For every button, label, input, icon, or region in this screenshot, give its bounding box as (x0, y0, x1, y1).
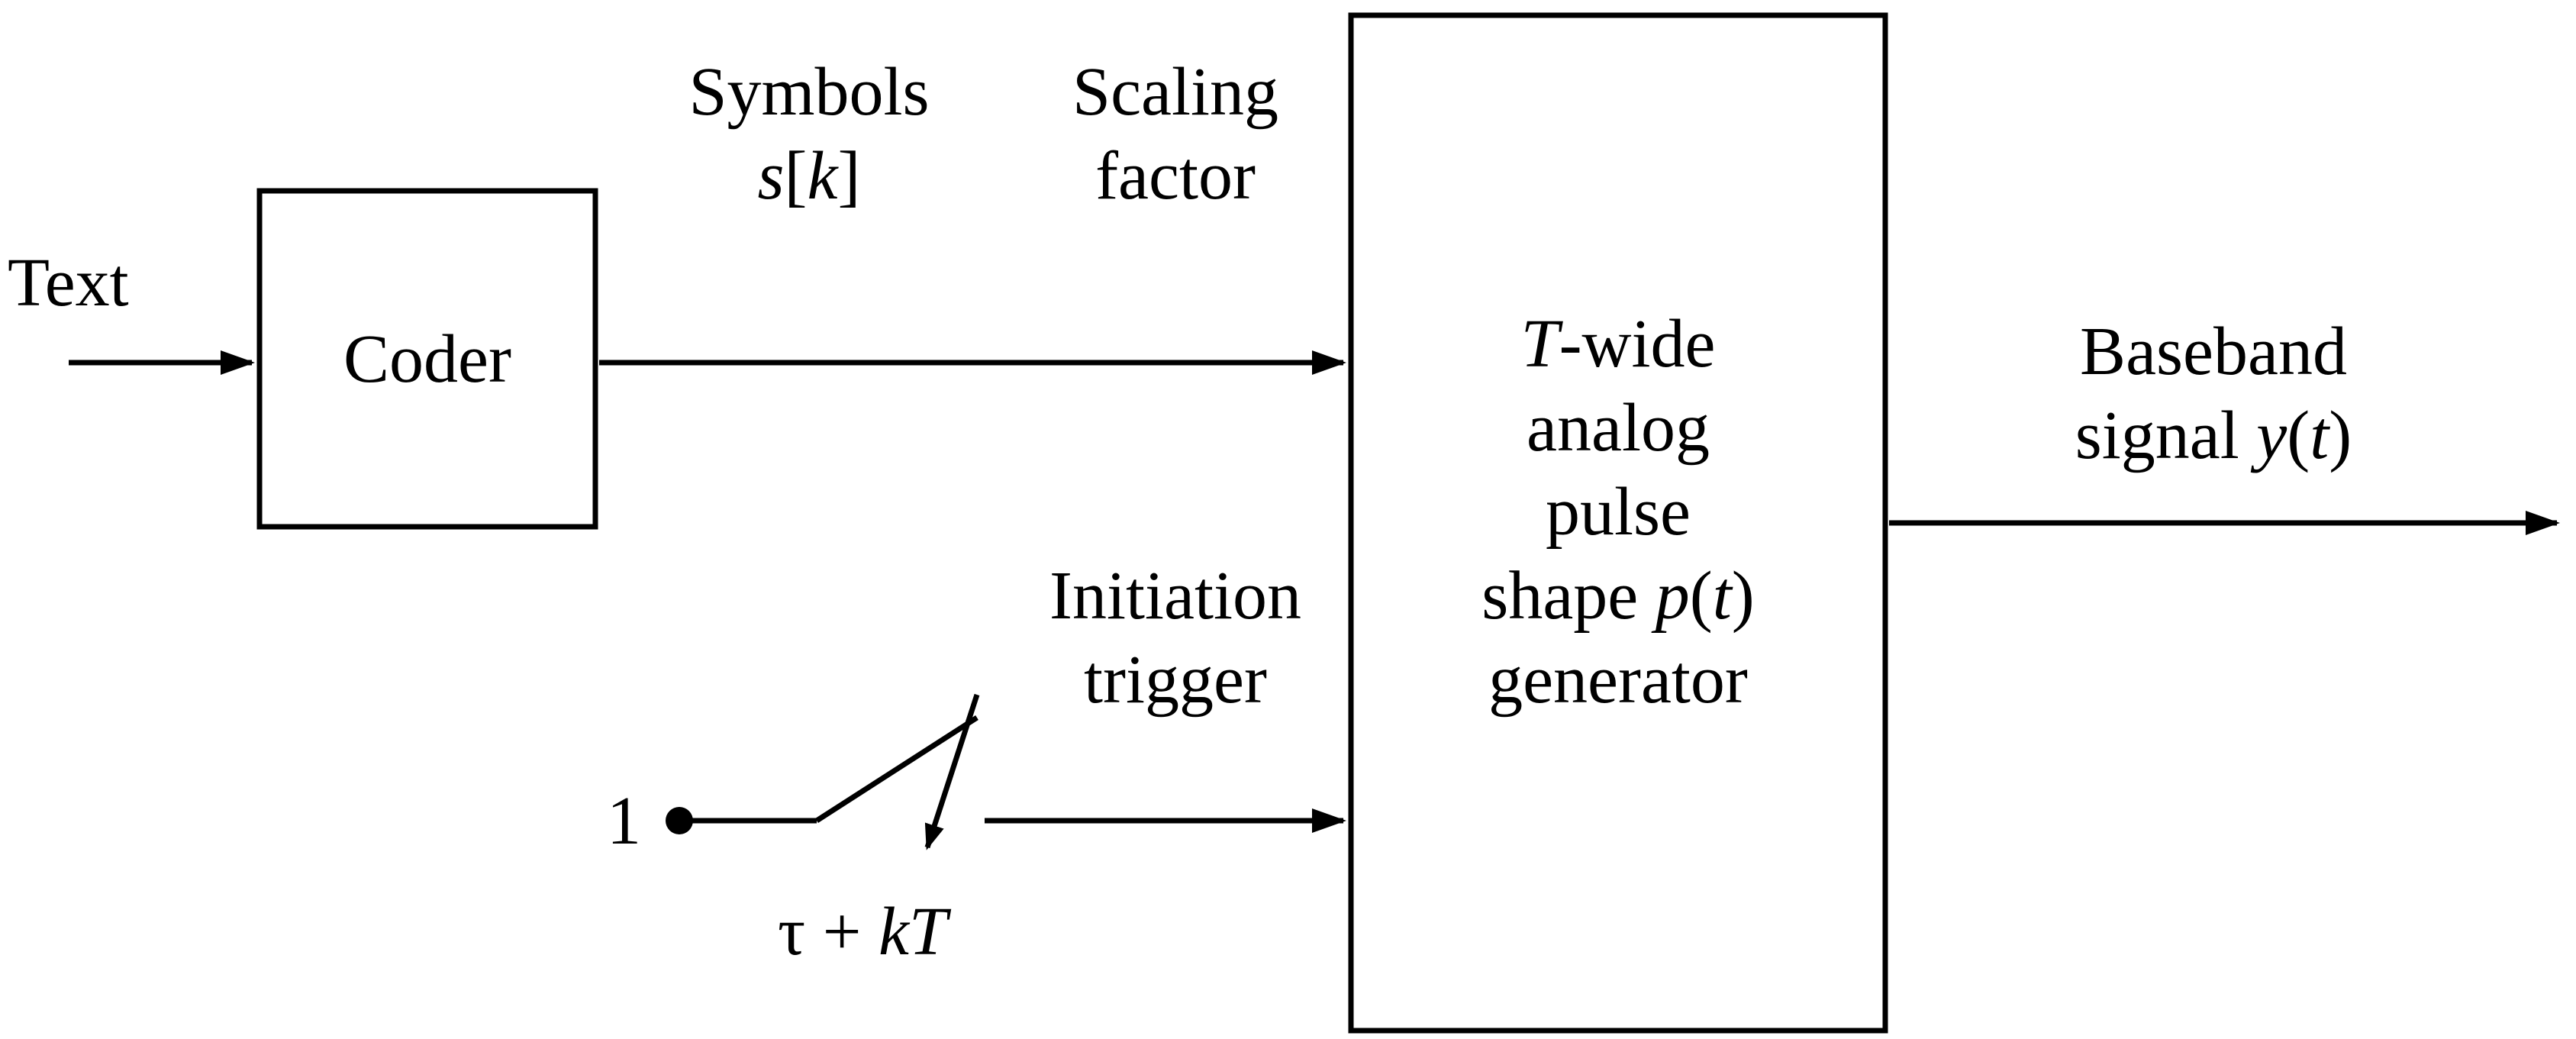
output-label-2: signal y(t) (2075, 398, 2352, 473)
generator-line4: shape p(t) (1481, 558, 1754, 634)
initiation-label-2: trigger (1084, 642, 1267, 718)
initiation-label-1: Initiation (1049, 558, 1301, 634)
generator-line1: T-wide (1521, 306, 1716, 382)
scaling-label-2: factor (1095, 138, 1256, 214)
switch-timing-label: τ + kT (778, 894, 952, 970)
generator-line2: analog (1527, 390, 1710, 466)
symbols-label: Symbols (688, 54, 929, 130)
input-label: Text (8, 245, 129, 321)
symbols-sk-label: s[k] (758, 138, 861, 214)
scaling-label-1: Scaling (1072, 54, 1278, 130)
generator-line3: pulse (1546, 474, 1691, 550)
switch-closing-arrow (927, 695, 977, 847)
switch-value-label: 1 (607, 783, 641, 859)
generator-line5: generator (1488, 642, 1748, 718)
output-label-1: Baseband (2080, 314, 2347, 389)
coder-label: Coder (343, 321, 511, 397)
